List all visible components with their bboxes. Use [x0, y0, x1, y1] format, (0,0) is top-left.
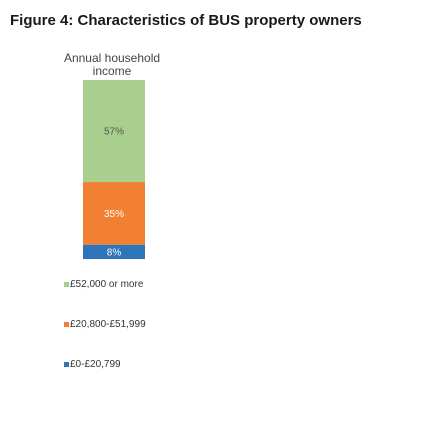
legend-item-high: £52,000 or more: [64, 278, 146, 290]
legend: £52,000 or more £20,800-£51,999 £0-£20,7…: [64, 278, 146, 398]
data-label-low: 8%: [107, 247, 122, 258]
data-label-high: 57%: [104, 127, 124, 138]
legend-item-middle: £20,800-£51,999: [64, 318, 146, 330]
data-label-middle: 35%: [104, 209, 124, 220]
figure-title: Figure 4: Characteristics of BUS propert…: [10, 12, 362, 29]
bar-segment-low: [83, 244, 145, 259]
legend-item-low: £0-£20,799: [64, 358, 146, 370]
bar-segment-middle: [83, 182, 145, 245]
category-label: Annual household income: [63, 51, 161, 78]
bar-segment-high: [83, 80, 145, 183]
legend-swatch-middle: [64, 321, 69, 327]
legend-label-low: £0-£20,799: [70, 358, 121, 370]
legend-swatch-high: [64, 281, 69, 287]
legend-label-high: £52,000 or more: [70, 278, 144, 290]
legend-label-middle: £20,800-£51,999: [70, 318, 146, 330]
legend-swatch-low: [64, 361, 69, 367]
